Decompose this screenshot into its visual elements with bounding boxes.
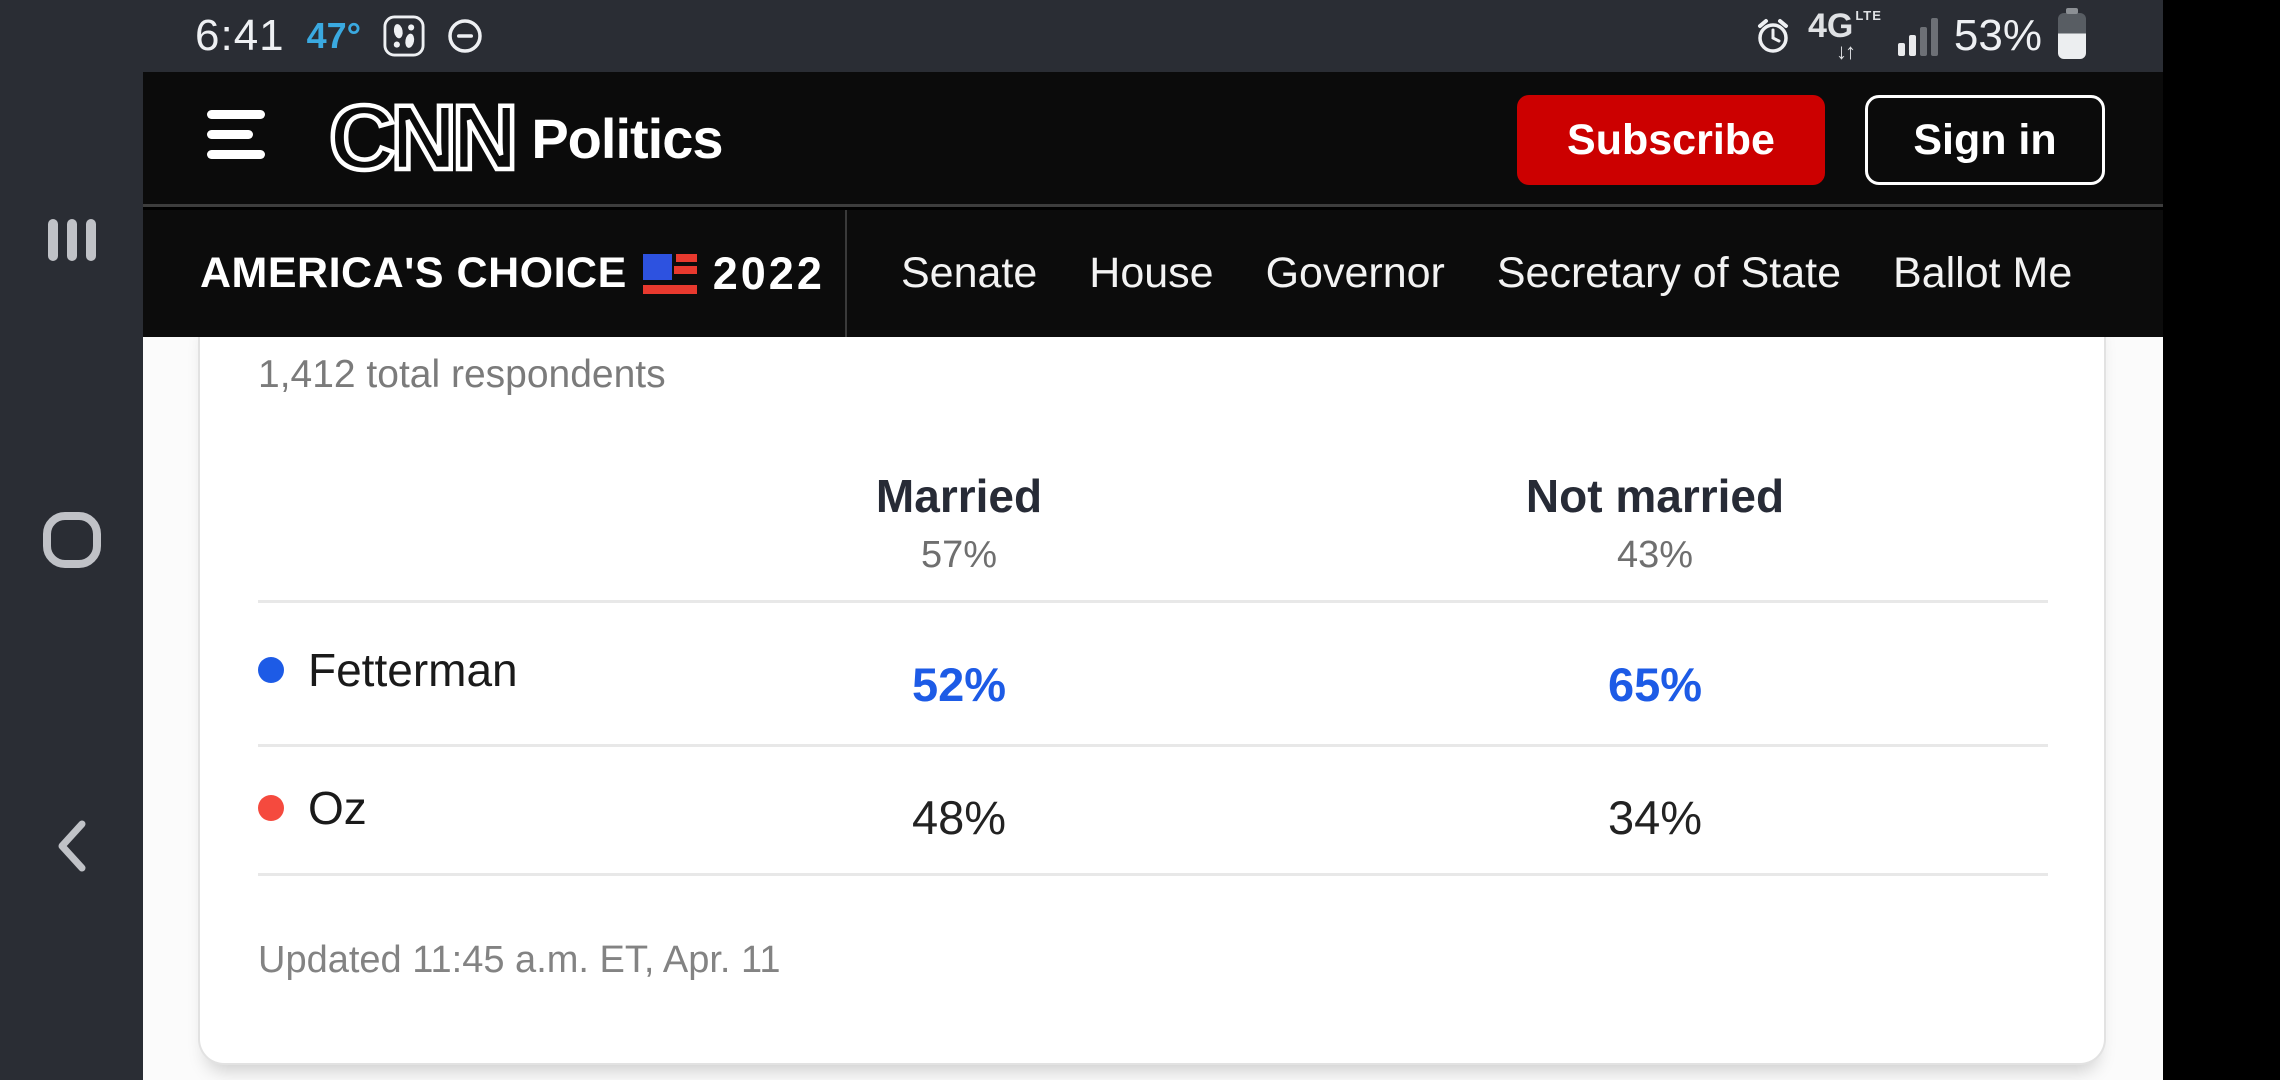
nav-item-governor[interactable]: Governor bbox=[1265, 249, 1445, 297]
section-title: Politics bbox=[531, 106, 723, 170]
sign-in-button[interactable]: Sign in bbox=[1865, 95, 2105, 185]
cell-fetterman-married: 52% bbox=[911, 658, 1007, 711]
network-type-label: 4G bbox=[1807, 7, 1854, 45]
column-share: 57% bbox=[920, 534, 998, 576]
respondents-count: 1,412 total respondents bbox=[258, 353, 666, 396]
nav-item-secretary-of-state[interactable]: Secretary of State bbox=[1496, 249, 1842, 297]
home-icon bbox=[42, 512, 101, 568]
column-share: 43% bbox=[1616, 534, 1694, 576]
column-label: Not married bbox=[1525, 470, 1785, 522]
android-nav-rail bbox=[0, 0, 143, 1080]
americas-choice-year: 2022 bbox=[712, 247, 825, 299]
candidate-name: Fetterman bbox=[308, 644, 518, 696]
network-sub-label: LTE bbox=[1855, 8, 1882, 23]
vertical-divider bbox=[845, 210, 847, 337]
column-header-not-married: Not married 43% bbox=[1526, 471, 1784, 577]
candidate-name: Oz bbox=[308, 782, 367, 834]
recents-icon bbox=[47, 219, 96, 261]
footsteps-icon bbox=[383, 15, 425, 57]
network-arrows: ↓↑ bbox=[1835, 39, 1856, 64]
menu-button[interactable] bbox=[207, 110, 265, 168]
candidate-dot-democrat bbox=[258, 657, 284, 683]
cnn-header: CNN Politics Subscribe Sign in bbox=[143, 72, 2163, 207]
temperature-badge: 47° bbox=[306, 15, 362, 56]
election-banner: AMERICA'S CHOICE 2022 Senate House Gover… bbox=[143, 210, 2163, 337]
battery-percent: 53% bbox=[1953, 11, 2042, 60]
battery-icon bbox=[2058, 8, 2086, 59]
column-header-married: Married 57% bbox=[876, 471, 1042, 577]
table-divider bbox=[258, 600, 2048, 603]
table-divider bbox=[258, 744, 2048, 747]
election-nav: Senate House Governor Secretary of State… bbox=[901, 210, 2072, 337]
us-flag-icon bbox=[642, 253, 697, 294]
exit-poll-card: 1,412 total respondents Married 57% Not … bbox=[198, 337, 2106, 1065]
cell-oz-married: 48% bbox=[911, 791, 1007, 844]
americas-choice-title: AMERICA'S CHOICE bbox=[200, 249, 627, 297]
cnn-logo: CNN bbox=[327, 84, 521, 191]
alarm-icon bbox=[1757, 19, 1788, 53]
table-row-fetterman: Fetterman bbox=[258, 643, 518, 697]
americas-choice-brand[interactable]: AMERICA'S CHOICE 2022 bbox=[200, 210, 825, 337]
do-not-disturb-icon bbox=[448, 19, 482, 53]
cnn-politics-link[interactable]: CNN Politics bbox=[327, 72, 724, 204]
back-button[interactable] bbox=[0, 816, 143, 876]
candidate-dot-republican bbox=[258, 795, 284, 821]
network-type-icon: 4G LTE ↓↑ bbox=[1808, 9, 1882, 63]
subscribe-button[interactable]: Subscribe bbox=[1517, 95, 1825, 185]
table-divider bbox=[258, 873, 2048, 876]
back-chevron-icon bbox=[58, 820, 85, 872]
status-bar: 6:41 47° 4G LTE ↓↑ bbox=[143, 0, 2163, 72]
nav-item-ballot-measures[interactable]: Ballot Me bbox=[1893, 249, 2073, 297]
home-button[interactable] bbox=[0, 510, 143, 570]
nav-item-house[interactable]: House bbox=[1089, 249, 1214, 297]
table-row-oz: Oz bbox=[258, 781, 367, 835]
page-content: 1,412 total respondents Married 57% Not … bbox=[143, 337, 2163, 1080]
column-label: Married bbox=[875, 470, 1043, 522]
cell-oz-not-married: 34% bbox=[1607, 791, 1703, 844]
cell-fetterman-not-married: 65% bbox=[1607, 658, 1703, 711]
clock-time: 6:41 bbox=[195, 11, 285, 60]
nav-item-senate[interactable]: Senate bbox=[901, 249, 1038, 297]
recents-button[interactable] bbox=[0, 212, 143, 268]
signal-bars-icon bbox=[1897, 16, 1938, 56]
updated-timestamp: Updated 11:45 a.m. ET, Apr. 11 bbox=[258, 939, 781, 981]
